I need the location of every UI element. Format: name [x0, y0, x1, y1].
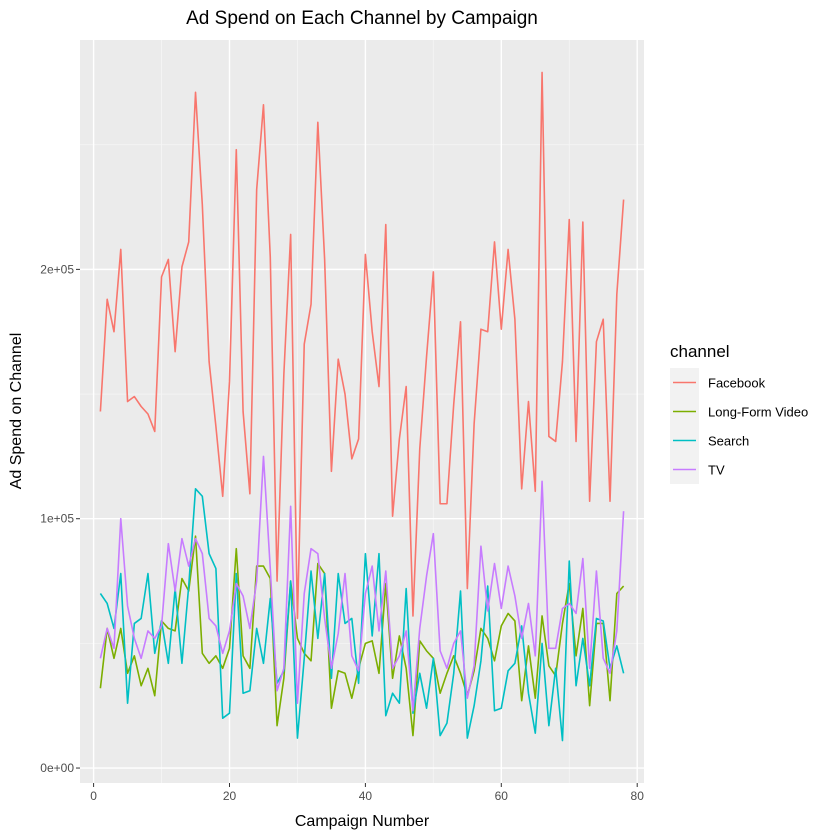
- legend-label-facebook: Facebook: [708, 376, 766, 391]
- legend-label-search: Search: [708, 434, 749, 449]
- legend-label-long-form-video: Long-Form Video: [708, 405, 808, 420]
- legend: channel Facebook Long-Form Video Search TV: [670, 342, 808, 484]
- major-gridlines: [80, 40, 644, 783]
- x-tick-label: 20: [223, 789, 237, 803]
- series-line-tv: [99, 455, 625, 712]
- chart-title: Ad Spend on Each Channel by Campaign: [186, 8, 538, 29]
- plot-panel: [80, 40, 644, 783]
- series-line-search: [99, 487, 625, 742]
- series-lines: [99, 71, 625, 742]
- minor-gridlines: [80, 40, 644, 783]
- tick-labels: 0 20 40 60 80 0e+00 1e+05 2e+05: [40, 262, 644, 803]
- x-tick-label: 0: [90, 789, 97, 803]
- y-tick-label: 0e+00: [40, 761, 74, 775]
- x-tick-label: 80: [631, 789, 645, 803]
- axis-ticks: [76, 268, 638, 787]
- legend-label-tv: TV: [708, 463, 725, 478]
- x-tick-label: 60: [495, 789, 509, 803]
- series-line-long-form-video: [99, 535, 625, 737]
- y-tick-label: 2e+05: [40, 262, 74, 276]
- y-tick-label: 1e+05: [40, 512, 74, 526]
- legend-title: channel: [670, 342, 730, 361]
- y-axis-label: Ad Spend on Channel: [8, 333, 25, 490]
- legend-items: Facebook Long-Form Video Search TV: [670, 368, 808, 484]
- x-axis-label: Campaign Number: [295, 813, 430, 830]
- x-tick-label: 40: [359, 789, 373, 803]
- series-line-facebook: [99, 71, 625, 620]
